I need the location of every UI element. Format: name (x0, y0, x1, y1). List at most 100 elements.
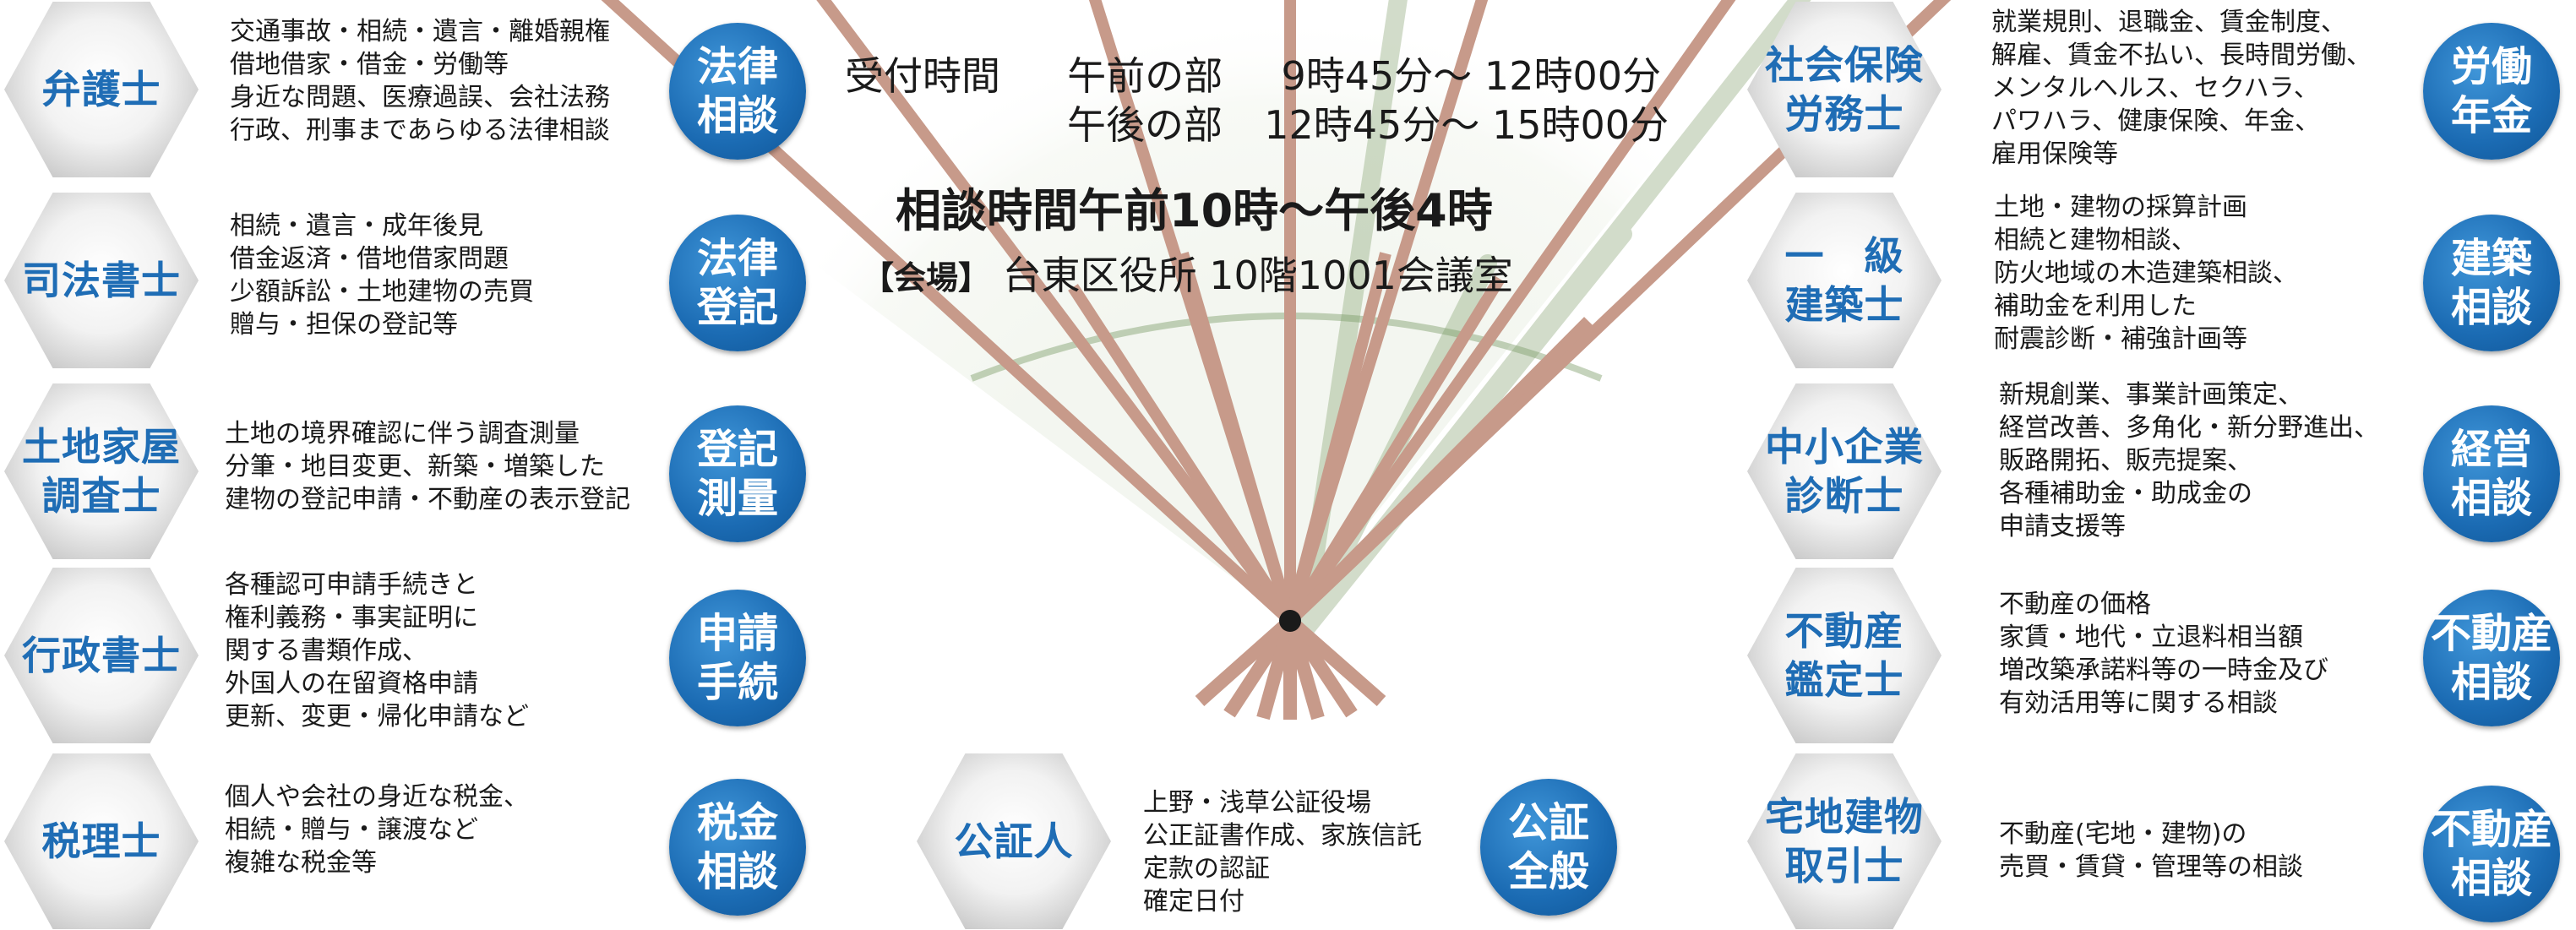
category-label: 年金 (2450, 92, 2532, 139)
description-line: 増改築承諾料等の一時金及び (1999, 655, 2328, 685)
reception-pm: 午後の部 12時45分〜 15時00分 (1067, 101, 1669, 149)
description-shiho: 相続・遺言・成年後見 借金返済・借地借家問題 少額訴訟・土地建物の売買 贈与・担… (230, 209, 534, 341)
description-bengoshi: 交通事故・相続・遺言・離婚親権 借地借家・借金・労働等 身近な問題、医療過誤、会… (230, 15, 610, 147)
profession-name: 診断士 (1784, 473, 1904, 519)
description-line: 解雇、賃金不払い、長時間労働、 (1991, 41, 2372, 70)
category-label: 公証 (1507, 799, 1589, 846)
description-line: 更新、変更・帰化申請など (225, 702, 529, 731)
description-line: 新規創業、事業計画策定、 (1999, 380, 2303, 410)
reception-am-label: 午前の部 (1067, 53, 1223, 99)
profession-name: 社会保険 (1765, 42, 1924, 88)
description-line: メンタルヘルス、セクハラ、 (1991, 73, 2319, 103)
description-line: 権利義務・事実証明に (225, 603, 478, 633)
category-label: 相談 (2450, 855, 2532, 902)
description-line: 販路開拓、販売提案、 (1999, 446, 2252, 476)
description-line: 関する書類作成、 (225, 636, 428, 666)
category-label: 登記 (696, 284, 778, 331)
category-label: 不動産 (2430, 806, 2552, 853)
profession-name: 一 級 (1784, 233, 1904, 279)
category-badge-kenchiku: 建築 相談 (2423, 215, 2560, 351)
category-label: 相談 (2450, 475, 2532, 522)
profession-name: 宅地建物 (1765, 794, 1924, 840)
category-label: 建築 (2450, 235, 2532, 282)
description-line: 上野・浅草公証役場 (1143, 788, 1371, 818)
description-line: 申請支援等 (1999, 512, 2126, 541)
description-line: 家賃・地代・立退料相当額 (1999, 623, 2303, 652)
category-label: 労働 (2450, 43, 2532, 90)
description-takken: 不動産(宅地・建物)の 売買・賃貸・管理等の相談 (1999, 818, 2303, 884)
category-badge-zeiri: 税金 相談 (669, 779, 806, 916)
description-line: 借地借家・借金・労働等 (230, 50, 509, 79)
category-badge-tochi: 登記 測量 (669, 405, 806, 542)
consult-hours: 相談時間午前10時〜午後4時 (896, 184, 1493, 237)
profession-name: 建築士 (1784, 282, 1904, 328)
profession-name: 公証人 (954, 819, 1074, 864)
description-line: パワハラ、健康保険、年金、 (1991, 106, 2321, 136)
profession-name: 司法書士 (22, 258, 181, 303)
description-line: 売買・賃貸・管理等の相談 (1999, 852, 2303, 882)
category-label: 申請 (696, 610, 778, 657)
description-line: 土地・建物の採算計画 (1994, 193, 2247, 222)
reception-pm-label: 午後の部 (1067, 102, 1223, 148)
description-line: 不動産(宅地・建物)の (1999, 819, 2247, 849)
description-line: 就業規則、退職金、賃金制度、 (1991, 8, 2346, 37)
reception-pm-time: 12時45分〜 15時00分 (1264, 102, 1669, 148)
description-line: 雇用保険等 (1991, 139, 2118, 169)
venue-place: 台東区役所 10階1001会議室 (1002, 253, 1513, 298)
category-label: 測量 (696, 475, 778, 522)
category-label: 税金 (696, 799, 778, 846)
category-label: 法律 (696, 43, 778, 90)
description-gyosei: 各種認可申請手続きと 権利義務・事実証明に 関する書類作成、 外国人の在留資格申… (225, 568, 529, 733)
description-line: 定款の認証 (1143, 854, 1270, 884)
profession-hex-kosho: 公証人 (917, 753, 1111, 929)
category-label: 手続 (696, 659, 778, 706)
reception-am-time: 9時45分〜 12時00分 (1281, 53, 1662, 99)
profession-name: 土地家屋 (22, 424, 181, 470)
category-badge-shiho: 法律 登記 (669, 215, 806, 351)
category-badge-kanteishi: 不動産 相談 (2423, 590, 2560, 726)
description-line: 少額訴訟・土地建物の売買 (230, 277, 534, 307)
profession-name: 弁護士 (41, 67, 161, 112)
description-line: 不動産の価格 (1999, 590, 2151, 619)
description-line: 建物の登記申請・不動産の表示登記 (225, 485, 630, 514)
description-line: 相続・贈与・譲渡など (225, 815, 478, 845)
category-label: 経営 (2450, 426, 2532, 473)
description-line: 公正証書作成、家族信託 (1143, 821, 1422, 851)
description-line: 贈与・担保の登記等 (230, 310, 458, 340)
reception-label: 受付時間 (845, 53, 1000, 99)
description-line: 行政、刑事まであらゆる法律相談 (230, 116, 610, 145)
description-line: 借金返済・借地借家問題 (230, 244, 509, 274)
category-badge-takken: 不動産 相談 (2423, 786, 2560, 922)
category-label: 登記 (696, 426, 778, 473)
category-badge-kosho: 公証 全般 (1480, 779, 1617, 916)
description-line: 各種補助金・助成金の (1999, 479, 2252, 509)
profession-name: 労務士 (1784, 91, 1904, 137)
description-line: 補助金を利用した (1994, 291, 2197, 321)
category-badge-shindan: 経営 相談 (2423, 405, 2560, 542)
profession-hex-gyosei: 行政書士 (4, 568, 199, 743)
venue: 【会場】 台東区役所 10階1001会議室 (862, 245, 1513, 301)
description-line: 相続と建物相談、 (1994, 226, 2197, 255)
description-line: 複雑な税金等 (225, 848, 377, 878)
description-tochi: 土地の境界確認に伴う調査測量 分筆・地目変更、新築・増築した 建物の登記申請・不… (225, 417, 630, 516)
description-kosho: 上野・浅草公証役場 公正証書作成、家族信託 定款の認証 確定日付 (1143, 786, 1422, 918)
description-line: 防火地域の木造建築相談、 (1994, 258, 2298, 288)
category-label: 全般 (1507, 848, 1589, 895)
profession-name: 不動産 (1784, 608, 1904, 654)
description-line: 土地の境界確認に伴う調査測量 (225, 419, 580, 449)
description-kanteishi: 不動産の価格 家賃・地代・立退料相当額 増改築承諾料等の一時金及び 有効活用等に… (1999, 588, 2328, 720)
category-badge-gyosei: 申請 手続 (669, 590, 806, 726)
description-zeiri: 個人や会社の身近な税金、 相続・贈与・譲渡など 複雑な税金等 (225, 780, 529, 879)
venue-label: 【会場】 (862, 259, 991, 296)
profession-name: 税理士 (41, 819, 161, 864)
profession-name: 中小企業 (1765, 424, 1924, 470)
category-label: 相談 (2450, 659, 2532, 706)
category-label: 相談 (696, 848, 778, 895)
profession-name: 調査士 (41, 473, 161, 519)
category-label: 法律 (696, 235, 778, 282)
category-label: 不動産 (2430, 610, 2552, 657)
description-line: 外国人の在留資格申請 (225, 669, 478, 699)
description-line: 確定日付 (1143, 887, 1244, 916)
category-badge-bengoshi: 法律 相談 (669, 23, 806, 160)
